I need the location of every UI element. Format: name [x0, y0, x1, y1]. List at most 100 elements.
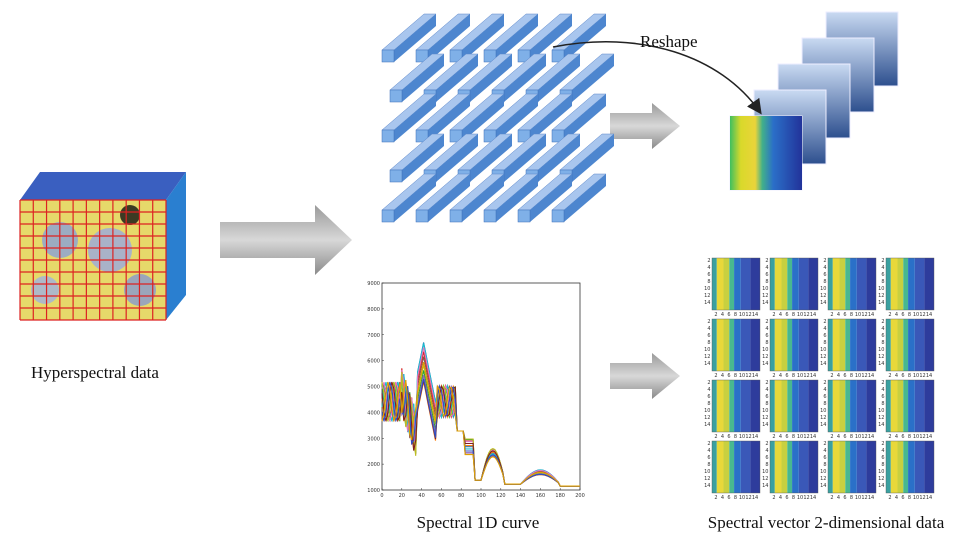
image-stripe — [903, 380, 908, 432]
y-tick-label: 12 — [704, 293, 710, 299]
image-stripe — [787, 258, 792, 310]
y-tick-label: 8 — [881, 462, 884, 468]
image-stripe — [840, 319, 846, 371]
y-tick-label: 14 — [878, 422, 884, 428]
x-tick-label: 140 — [516, 493, 526, 499]
x-tick-label: 4 — [721, 434, 724, 440]
x-tick-label: 4 — [895, 434, 898, 440]
image-stripe — [782, 380, 788, 432]
x-tick-label: 12 — [919, 434, 925, 440]
bar-front — [390, 90, 402, 102]
y-tick-label: 4 — [881, 326, 884, 332]
image-stripe — [724, 380, 730, 432]
x-tick-label: 10 — [913, 495, 919, 501]
image-stripe — [833, 258, 840, 310]
image-stripe — [799, 380, 809, 432]
image-stripe — [915, 441, 925, 493]
x-tick-label: 12 — [745, 495, 751, 501]
y-tick-label: 8000 — [367, 307, 380, 313]
bar-front — [390, 170, 402, 182]
y-tick-label: 6 — [881, 272, 884, 278]
x-tick-label: 2 — [830, 373, 833, 379]
y-tick-label: 12 — [820, 476, 826, 482]
x-tick-label: 4 — [779, 373, 782, 379]
y-tick-label: 6 — [881, 333, 884, 339]
y-tick-label: 14 — [704, 361, 710, 367]
image-stripe — [782, 441, 788, 493]
x-tick-label: 160 — [536, 493, 546, 499]
x-tick-label: 20 — [399, 493, 405, 499]
x-tick-label: 6 — [785, 495, 788, 501]
y-tick-label: 10 — [878, 286, 884, 292]
x-tick-label: 2 — [888, 434, 891, 440]
y-tick-label: 14 — [878, 361, 884, 367]
spectral-chart: 1000200030004000500060007000800090000204… — [367, 281, 585, 499]
image-stripe — [799, 441, 809, 493]
x-tick-label: 6 — [901, 312, 904, 318]
y-tick-label: 4 — [707, 265, 710, 271]
x-tick-label: 2 — [772, 312, 775, 318]
y-tick-label: 8 — [707, 279, 710, 285]
x-tick-label: 10 — [739, 495, 745, 501]
x-tick-label: 4 — [779, 495, 782, 501]
y-tick-label: 12 — [878, 415, 884, 421]
image-stripe — [808, 319, 818, 371]
image-stripe — [724, 441, 730, 493]
x-tick-label: 2 — [714, 373, 717, 379]
y-tick-label: 8 — [881, 340, 884, 346]
y-tick-label: 10 — [704, 408, 710, 414]
y-tick-label: 2000 — [367, 462, 380, 468]
x-tick-label: 2 — [830, 434, 833, 440]
plot-frame — [382, 283, 580, 490]
image-stripe — [712, 319, 717, 371]
y-tick-label: 10 — [820, 469, 826, 475]
y-tick-label: 4000 — [367, 410, 380, 416]
image-stripe — [924, 380, 934, 432]
cube-blob — [31, 276, 59, 304]
cube — [20, 172, 186, 320]
image-stripe — [908, 441, 915, 493]
y-tick-label: 8 — [765, 462, 768, 468]
image-grid: 2244668810101212141422446688101012121414… — [704, 258, 934, 501]
image-stripe — [840, 380, 846, 432]
image-stripe — [799, 258, 809, 310]
image-stripe — [750, 380, 760, 432]
y-tick-label: 10 — [762, 469, 768, 475]
x-tick-label: 10 — [797, 495, 803, 501]
image-stripe — [782, 319, 788, 371]
y-tick-label: 8 — [823, 279, 826, 285]
x-tick-label: 8 — [792, 373, 795, 379]
x-tick-label: 4 — [721, 312, 724, 318]
y-tick-label: 12 — [762, 293, 768, 299]
y-tick-label: 8 — [823, 401, 826, 407]
image-stripe — [833, 380, 840, 432]
image-stripe — [845, 441, 850, 493]
image-stripe — [828, 258, 833, 310]
x-tick-label: 10 — [855, 434, 861, 440]
image-stripe — [908, 319, 915, 371]
x-tick-label: 10 — [797, 373, 803, 379]
image-stripe — [770, 258, 775, 310]
image-stripe — [845, 380, 850, 432]
image-stripe — [734, 258, 741, 310]
y-tick-label: 8 — [707, 401, 710, 407]
y-tick-label: 4 — [823, 326, 826, 332]
x-tick-label: 2 — [772, 373, 775, 379]
bar-lattice — [382, 14, 614, 222]
x-tick-label: 14 — [810, 495, 816, 501]
y-tick-label: 2 — [881, 258, 884, 264]
y-tick-label: 6 — [881, 455, 884, 461]
x-tick-label: 8 — [850, 312, 853, 318]
y-tick-label: 10 — [762, 408, 768, 414]
x-tick-label: 6 — [843, 434, 846, 440]
image-stripe — [828, 319, 833, 371]
x-tick-label: 8 — [850, 434, 853, 440]
y-tick-label: 14 — [762, 361, 768, 367]
x-tick-label: 12 — [861, 434, 867, 440]
image-stripe — [908, 380, 915, 432]
image-stripe — [886, 441, 891, 493]
image-stripe — [741, 380, 751, 432]
y-tick-label: 8 — [765, 279, 768, 285]
y-tick-label: 2 — [881, 441, 884, 447]
image-stripe — [770, 441, 775, 493]
